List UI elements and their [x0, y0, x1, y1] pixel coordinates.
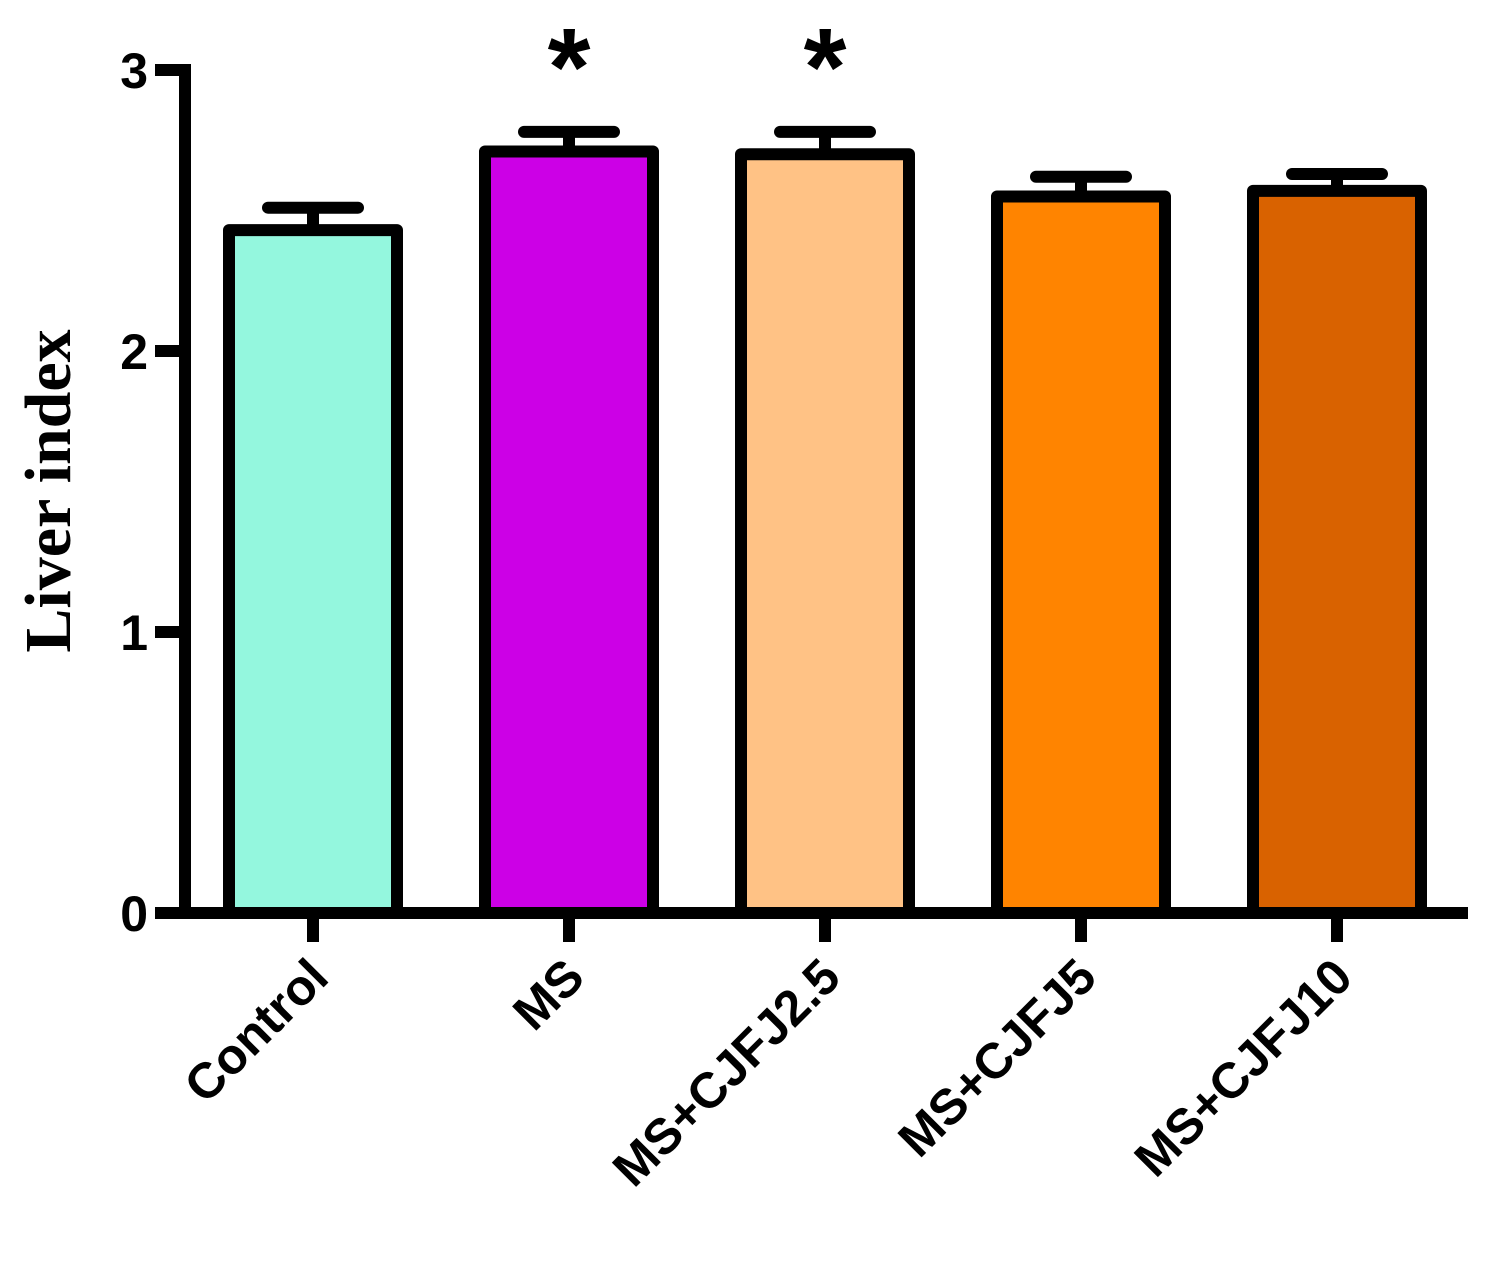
- x-tick-label: MS: [502, 948, 595, 1041]
- y-tick-label: 0: [120, 886, 148, 942]
- y-tick-label: 3: [120, 43, 148, 99]
- bar: [479, 145, 659, 920]
- bar: [991, 190, 1171, 919]
- x-tick-label: MS+CJFJ5: [887, 948, 1106, 1167]
- x-tick-label: Control: [174, 948, 339, 1113]
- x-tick-label: MS+CJFJ10: [1124, 948, 1363, 1187]
- bar: [735, 148, 915, 920]
- significance-mark: *: [804, 6, 847, 129]
- significance-mark: *: [548, 6, 591, 129]
- x-tick-label: MS+CJFJ2.5: [602, 948, 851, 1197]
- y-axis-title: Liver index: [12, 329, 85, 652]
- y-tick-label: 2: [120, 324, 148, 380]
- bar: [223, 224, 403, 920]
- y-tick-label: 1: [120, 605, 148, 661]
- bar: [1247, 184, 1427, 919]
